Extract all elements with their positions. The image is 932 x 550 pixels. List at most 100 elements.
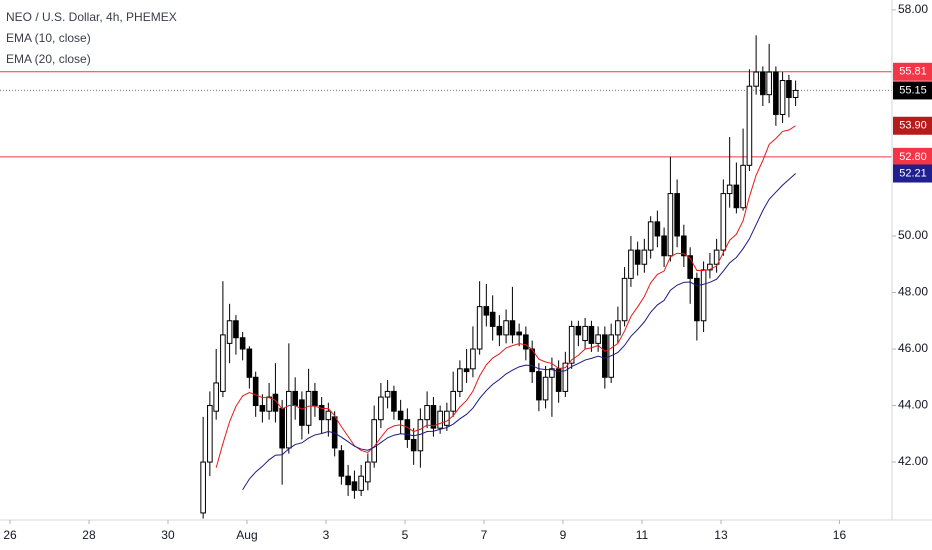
y-tick-label: 58.00 [898, 2, 928, 16]
candle-body [615, 320, 621, 336]
candle-body [279, 407, 285, 449]
x-tick-label: 26 [3, 528, 17, 542]
x-tick-label: 7 [481, 528, 488, 542]
candle-body [483, 306, 490, 316]
level-badge [893, 62, 932, 81]
candle-body [753, 71, 759, 87]
candle-body [726, 184, 733, 195]
candle-body [536, 371, 542, 401]
candle-body [246, 348, 253, 378]
candle-body [233, 320, 239, 339]
candle-body [667, 193, 674, 257]
candle-body [345, 475, 351, 486]
candle-body [786, 80, 792, 99]
ema-badge-label: 52.21 [899, 167, 927, 179]
level-badge-label: 52.80 [899, 151, 927, 163]
candle-body [397, 410, 404, 421]
x-tick-label: 5 [402, 528, 409, 542]
candle-body [562, 362, 569, 392]
candle-body [647, 221, 654, 251]
y-tick-label: 50.00 [898, 228, 928, 242]
candle-body [384, 390, 391, 398]
candle-body [654, 221, 661, 237]
x-tick-label: 11 [636, 528, 649, 542]
candle-body [286, 390, 292, 449]
candle-body [292, 390, 298, 407]
candle-body [720, 193, 727, 251]
candle-body [634, 249, 641, 265]
candle-body [305, 390, 312, 426]
candle-body [365, 461, 371, 483]
candle-body [213, 382, 219, 412]
candle-body [463, 368, 470, 373]
candle-body [391, 390, 397, 412]
candle-body [713, 249, 720, 265]
legend-entry: EMA (10, close) [6, 31, 91, 45]
x-tick-label: 3 [323, 528, 330, 542]
candle-body [503, 320, 509, 336]
ema-badge-label: 53.90 [899, 120, 927, 132]
level-badge [893, 147, 932, 166]
x-tick-label: Aug [236, 528, 257, 542]
candle-body [450, 390, 456, 412]
candle-body [707, 263, 713, 271]
candle-body [621, 277, 628, 322]
candle-body [410, 438, 417, 452]
candle-body [516, 331, 522, 336]
candle-body [792, 89, 799, 99]
legend-entry: EMA (20, close) [6, 52, 91, 66]
candle-body [766, 71, 772, 96]
candle-body [779, 80, 786, 115]
candle-body [746, 85, 753, 166]
x-tick-label: 30 [161, 528, 175, 542]
plot-area [0, 35, 892, 519]
candle-body [318, 405, 325, 421]
ema-badge [893, 116, 932, 135]
candle-body [509, 320, 516, 336]
candle-body [430, 405, 437, 429]
candle-body [687, 255, 693, 279]
candle-body [444, 410, 450, 426]
candle-body [595, 334, 601, 344]
y-tick-label: 44.00 [898, 398, 928, 412]
candle-body [424, 405, 430, 421]
candle-body [555, 368, 562, 392]
last-price-badge [893, 81, 932, 100]
x-tick-label: 28 [82, 528, 96, 542]
candle-body [338, 450, 345, 477]
candle-body [602, 334, 608, 378]
candle-body [694, 277, 700, 322]
candle-body [542, 376, 549, 401]
candle-body [489, 311, 496, 327]
candle-body [628, 249, 634, 279]
candle-body [641, 249, 648, 265]
candle-body [358, 475, 364, 491]
candle-body [266, 396, 272, 412]
candle-body [378, 396, 384, 421]
candle-body [588, 325, 595, 344]
y-tick-label: 48.00 [898, 285, 928, 299]
ema-line [215, 125, 796, 468]
candle-body [220, 334, 226, 392]
candle-body [299, 399, 305, 426]
candle-body [226, 320, 233, 344]
candle-body [476, 306, 483, 350]
candle-body [371, 419, 377, 463]
ema-line [242, 173, 796, 491]
candle-body [457, 368, 463, 392]
x-tick-label: 13 [714, 528, 728, 542]
candle-body [496, 325, 503, 336]
candle-body [733, 184, 740, 209]
candle-body [740, 164, 746, 209]
candle-body [470, 348, 476, 370]
x-tick-label: 9 [560, 528, 567, 542]
candle-body [325, 410, 332, 421]
ema-badge [893, 164, 932, 183]
x-tick-label: 16 [833, 528, 847, 542]
candle-body [575, 325, 582, 336]
candle-body [252, 376, 259, 407]
candle-body [674, 193, 680, 237]
chart-title: NEO / U.S. Dollar, 4h, PHEMEX [6, 10, 177, 24]
candle-body [239, 337, 246, 350]
